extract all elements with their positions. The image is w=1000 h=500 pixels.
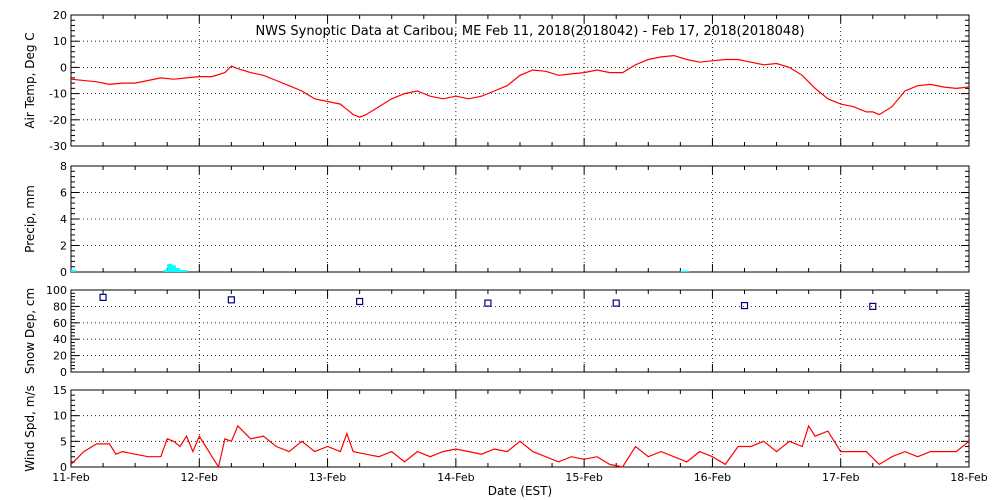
precip-bar	[178, 270, 184, 272]
precip-bar	[71, 270, 76, 272]
x-tick-label: 15-Feb	[565, 471, 602, 484]
precip-bar	[163, 270, 169, 272]
snow-depth-ytick-label: 80	[53, 300, 67, 313]
snow-depth-ylabel: Snow Dep, cm	[23, 288, 37, 374]
snow-depth-point	[356, 297, 364, 306]
air-temp-ytick-label: -30	[49, 140, 67, 153]
snow-depth-ytick-label: 0	[60, 366, 67, 379]
wind-speed-ytick-label: 15	[53, 384, 67, 397]
x-tick-labels: 11-Feb 12-Feb 13-Feb 14-Feb 15-Feb 16-Feb 17-F…	[52, 471, 987, 484]
snow-depth-ytick-label: 100	[46, 284, 67, 297]
snow-depth-point	[484, 299, 492, 307]
snow-depth-point	[227, 296, 235, 304]
snow-depth-point	[99, 293, 107, 301]
wind-speed-ytick-label: 10	[53, 410, 67, 423]
x-tick-label: 16-Feb	[694, 471, 731, 484]
x-axis-label: Date (EST)	[488, 484, 552, 498]
chart-title: NWS Synoptic Data at Caribou, ME Feb 11,…	[255, 24, 804, 39]
snow-depth-point	[612, 299, 620, 307]
x-tick-label: 12-Feb	[181, 471, 218, 484]
chart-panels: -30 -20 -10 0 10 20 Air Temp, Deg C 0 2 4 6 8 Precip…	[23, 9, 970, 474]
snow-depth-panel: 0 20 40 60 80 100 Snow Dep, cm	[23, 284, 970, 379]
precip-bar	[680, 270, 686, 272]
air-temp-ytick-label: 10	[53, 35, 67, 48]
x-tick-label: 13-Feb	[309, 471, 346, 484]
x-tick-label: 11-Feb	[52, 471, 89, 484]
snow-depth-ytick-label: 20	[53, 350, 67, 363]
air-temp-panel: -30 -20 -10 0 10 20 Air Temp, Deg C	[23, 9, 970, 153]
precip-ytick-label: 8	[60, 160, 67, 173]
precip-ytick-label: 0	[60, 266, 67, 279]
wind-speed-panel: 0 5 10 15 Wind Spd, m/s	[23, 384, 970, 474]
precip-panel: 0 2 4 6 8 Precip, mm	[23, 160, 970, 279]
precip-bar	[174, 268, 180, 272]
air-temp-ytick-label: 0	[60, 61, 67, 74]
snow-depth-ytick-label: 60	[53, 317, 67, 330]
precip-bar	[182, 270, 188, 272]
air-temp-series-line	[70, 54, 970, 118]
precip-ytick-label: 6	[60, 187, 67, 200]
wind-speed-ytick-label: 0	[60, 461, 67, 474]
wind-speed-ytick-label: 5	[60, 435, 67, 448]
air-temp-ytick-label: -20	[49, 114, 67, 127]
wind-speed-ylabel: Wind Spd, m/s	[23, 385, 37, 471]
precip-ytick-label: 2	[60, 240, 67, 253]
precip-bar	[171, 265, 176, 272]
air-temp-ytick-label: -10	[49, 88, 67, 101]
air-temp-ytick-label: 20	[53, 9, 67, 22]
precip-bar	[684, 270, 690, 272]
snow-depth-point	[869, 302, 877, 310]
x-tick-label: 14-Feb	[437, 471, 474, 484]
x-tick-label: 17-Feb	[822, 471, 859, 484]
wind-speed-series-line	[70, 424, 970, 469]
snow-depth-point	[740, 301, 749, 310]
precip-ylabel: Precip, mm	[23, 185, 37, 253]
air-temp-ylabel: Air Temp, Deg C	[23, 32, 37, 128]
wind-speed-frame	[70, 389, 970, 468]
precip-bar	[167, 264, 173, 272]
snow-depth-frame	[70, 289, 970, 373]
x-tick-label: 18-Feb	[950, 471, 987, 484]
snow-depth-ytick-label: 40	[53, 333, 67, 346]
precip-ytick-label: 4	[60, 213, 67, 226]
